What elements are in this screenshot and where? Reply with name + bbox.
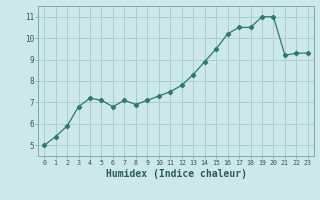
X-axis label: Humidex (Indice chaleur): Humidex (Indice chaleur): [106, 169, 246, 179]
